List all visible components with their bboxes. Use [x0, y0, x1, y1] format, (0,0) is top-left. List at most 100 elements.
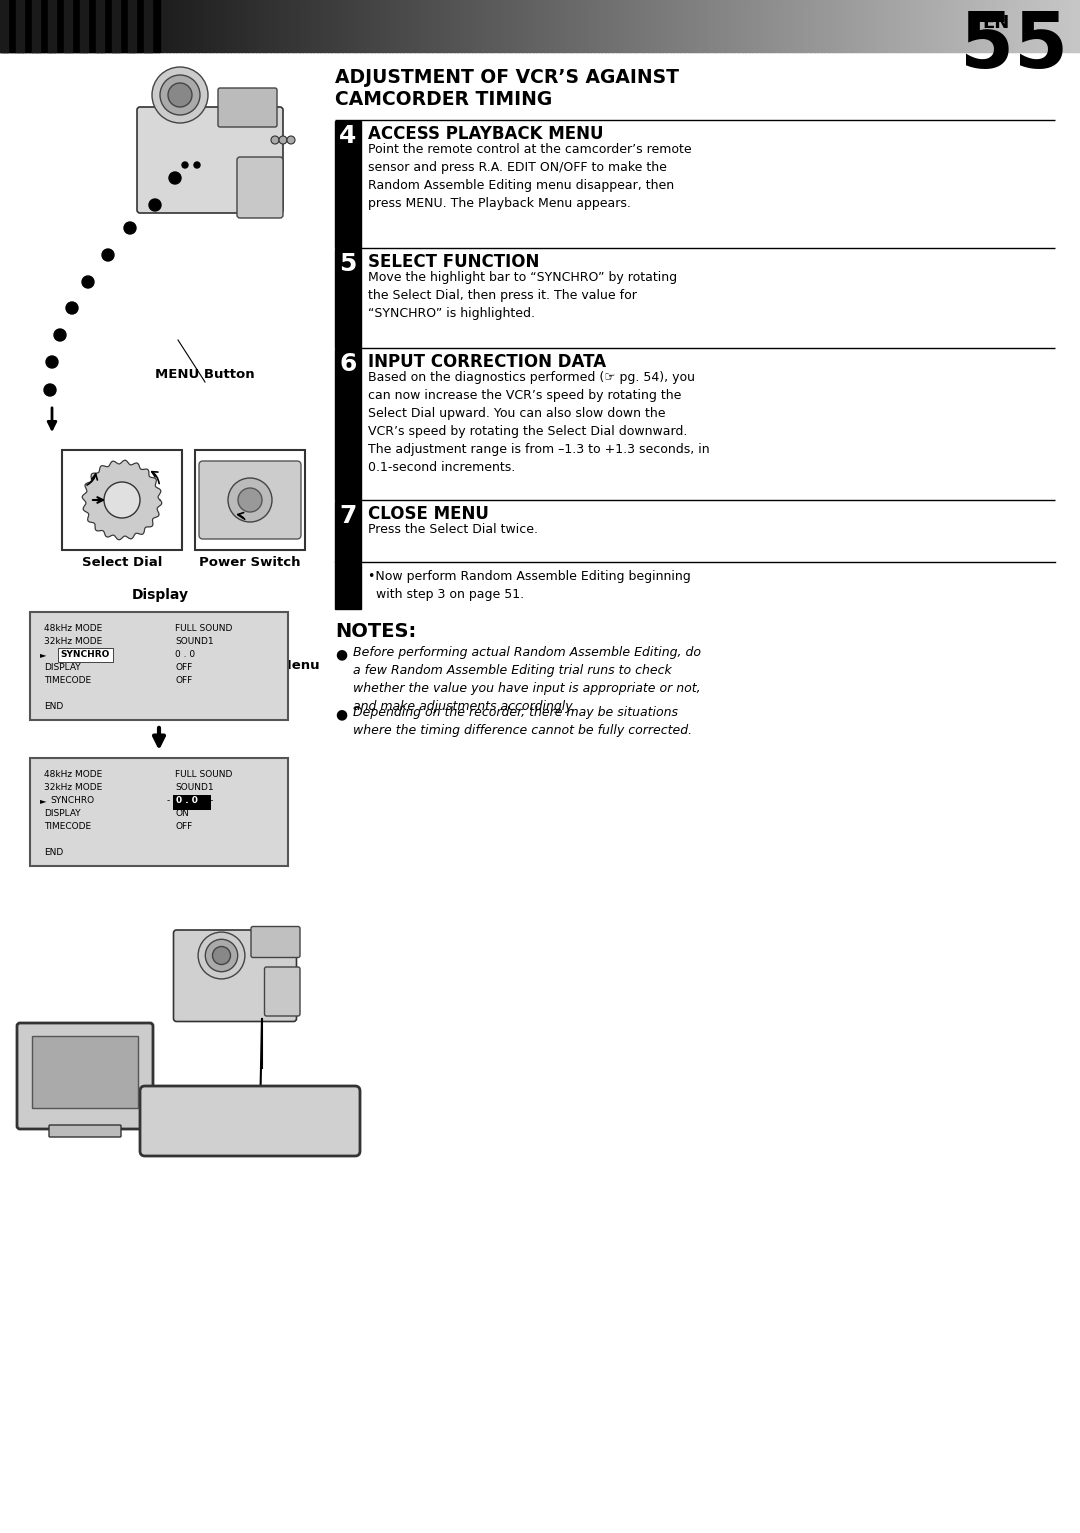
Circle shape	[198, 932, 245, 980]
Bar	[656, 0, 660, 52]
Bar	[785, 0, 789, 52]
Bar	[497, 0, 501, 52]
Text: MENU Button: MENU Button	[156, 368, 255, 382]
Bar	[302, 0, 307, 52]
Bar	[122, 0, 127, 52]
Text: 32kHz MODE: 32kHz MODE	[44, 638, 103, 645]
Bar	[324, 0, 328, 52]
Bar	[807, 0, 811, 52]
Bar	[346, 0, 350, 52]
Text: 5: 5	[339, 251, 356, 276]
Bar	[208, 0, 214, 52]
Circle shape	[238, 487, 262, 512]
Bar	[90, 0, 95, 52]
Bar	[154, 0, 160, 52]
FancyBboxPatch shape	[174, 931, 297, 1021]
Bar	[734, 0, 739, 52]
Bar	[572, 0, 577, 52]
Bar	[32, 1036, 138, 1108]
Bar	[46, 0, 52, 52]
Bar	[813, 0, 819, 52]
Bar	[580, 0, 584, 52]
Text: ►: ►	[40, 650, 46, 659]
Bar	[702, 0, 706, 52]
Bar	[637, 0, 642, 52]
Bar	[370, 0, 376, 52]
Bar	[461, 0, 465, 52]
Text: 32kHz MODE: 32kHz MODE	[44, 783, 103, 793]
Bar	[640, 0, 646, 52]
Bar	[478, 0, 484, 52]
Bar	[32, 0, 37, 52]
Bar	[238, 0, 242, 52]
Bar	[259, 0, 264, 52]
Text: ●: ●	[335, 647, 347, 661]
Bar	[972, 0, 976, 52]
Bar	[72, 0, 77, 52]
Bar	[926, 0, 930, 52]
Bar	[392, 0, 397, 52]
Bar	[774, 0, 779, 52]
Circle shape	[287, 136, 295, 144]
FancyBboxPatch shape	[195, 451, 305, 550]
Bar	[727, 0, 732, 52]
Bar	[753, 0, 757, 52]
Bar	[537, 0, 541, 52]
Bar	[882, 0, 887, 52]
Bar	[353, 0, 357, 52]
FancyBboxPatch shape	[218, 87, 276, 127]
Bar	[468, 0, 473, 52]
Bar	[140, 0, 145, 52]
Bar	[108, 0, 112, 52]
Circle shape	[152, 67, 208, 123]
Bar	[867, 0, 873, 52]
Bar	[144, 0, 149, 52]
Bar	[904, 0, 908, 52]
Bar	[947, 0, 951, 52]
Bar	[36, 0, 41, 52]
Text: -: -	[210, 796, 213, 805]
Bar	[889, 0, 894, 52]
Bar	[16, 0, 24, 52]
Bar	[802, 0, 808, 52]
Bar	[191, 0, 195, 52]
Circle shape	[183, 162, 188, 169]
Bar	[375, 0, 379, 52]
Bar	[915, 0, 919, 52]
Bar	[720, 0, 725, 52]
Bar	[446, 0, 451, 52]
Bar	[651, 0, 657, 52]
Bar	[670, 0, 674, 52]
Bar	[173, 0, 177, 52]
Circle shape	[46, 356, 58, 368]
Text: SOUND1: SOUND1	[175, 783, 214, 793]
Bar	[943, 0, 948, 52]
Bar	[983, 0, 987, 52]
Bar	[68, 0, 73, 52]
Bar	[332, 0, 336, 52]
Bar	[716, 0, 721, 52]
Bar	[130, 0, 134, 52]
Text: DISPLAY: DISPLAY	[44, 662, 81, 671]
Bar	[688, 0, 692, 52]
Bar	[940, 0, 944, 52]
Bar	[713, 0, 717, 52]
Bar	[170, 0, 174, 52]
Bar	[832, 0, 836, 52]
Bar	[129, 0, 136, 52]
Bar	[54, 0, 58, 52]
Bar	[886, 0, 890, 52]
Bar	[565, 0, 570, 52]
Bar	[295, 0, 300, 52]
Bar	[1023, 0, 1027, 52]
Bar	[1040, 0, 1045, 52]
Bar	[818, 0, 822, 52]
Bar	[980, 0, 984, 52]
Bar	[504, 0, 509, 52]
Bar	[180, 0, 185, 52]
Bar	[623, 0, 627, 52]
Bar	[205, 0, 210, 52]
Bar	[198, 0, 203, 52]
Bar	[756, 0, 760, 52]
Text: END: END	[44, 848, 64, 857]
